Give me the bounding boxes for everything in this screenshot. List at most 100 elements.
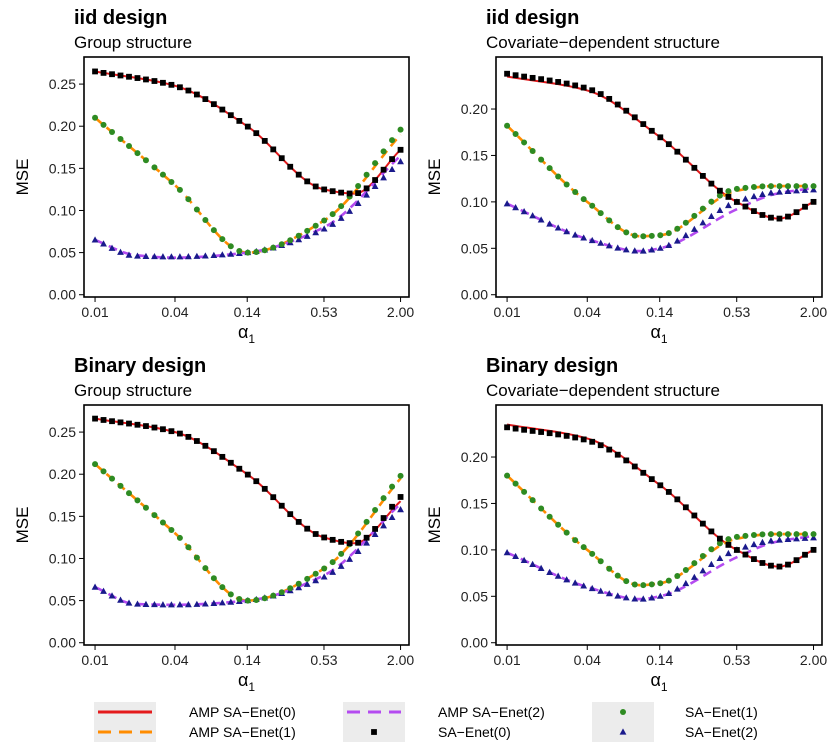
panel-2: iid design Covariate−dependent structure 0… — [425, 7, 827, 346]
x-tick-label: 0.53 — [310, 304, 337, 320]
y-tick-label: 0.15 — [461, 147, 488, 163]
point-sa-enet-2 — [117, 248, 124, 255]
point-sa-enet-0 — [134, 75, 141, 81]
point-sa-enet-2 — [665, 589, 673, 596]
point-sa-enet-0 — [253, 130, 260, 137]
point-sa-enet-1 — [227, 243, 234, 250]
line-amp-sa-enet-0 — [94, 70, 402, 195]
point-sa-enet-2 — [354, 547, 362, 555]
point-sa-enet-0 — [538, 429, 545, 435]
x-tick-label: 0.04 — [161, 304, 188, 320]
point-sa-enet-0 — [810, 546, 817, 553]
point-sa-enet-0 — [580, 436, 587, 443]
point-sa-enet-1 — [210, 575, 217, 582]
legend-label: SA−Enet(2) — [685, 724, 758, 740]
point-sa-enet-1 — [657, 580, 664, 587]
x-tick-label: 0.04 — [574, 652, 601, 668]
point-sa-enet-0 — [312, 531, 319, 537]
point-sa-enet-1 — [580, 544, 587, 551]
point-sa-enet-0 — [597, 442, 604, 449]
point-sa-enet-0 — [92, 415, 98, 422]
point-sa-enet-0 — [614, 101, 621, 108]
point-sa-enet-1 — [304, 227, 311, 234]
point-sa-enet-2 — [168, 253, 175, 260]
point-sa-enet-1 — [750, 184, 757, 191]
x-tick-label: 0.01 — [81, 304, 108, 320]
point-sa-enet-2 — [371, 530, 379, 538]
point-sa-enet-1 — [742, 532, 749, 539]
point-sa-enet-0 — [177, 84, 183, 91]
point-sa-enet-0 — [219, 106, 226, 113]
point-sa-enet-2 — [346, 207, 354, 214]
point-sa-enet-0 — [546, 77, 553, 84]
point-sa-enet-0 — [546, 430, 553, 437]
point-sa-enet-2 — [176, 253, 184, 260]
point-sa-enet-0 — [363, 185, 370, 192]
y-axis-label: MSE — [13, 507, 32, 544]
point-sa-enet-2 — [639, 595, 647, 602]
point-sa-enet-1 — [708, 546, 715, 553]
point-sa-enet-0 — [776, 215, 783, 222]
point-sa-enet-0 — [742, 551, 749, 558]
point-sa-enet-1 — [699, 205, 706, 212]
point-sa-enet-1 — [725, 188, 732, 195]
point-sa-enet-0 — [725, 541, 732, 548]
point-sa-enet-1 — [397, 126, 404, 133]
point-sa-enet-2 — [665, 241, 673, 248]
point-sa-enet-0 — [143, 423, 149, 429]
plot-frame — [495, 404, 823, 646]
point-sa-enet-1 — [691, 560, 698, 567]
point-sa-enet-0 — [100, 69, 107, 76]
point-sa-enet-2 — [716, 206, 724, 214]
point-sa-enet-2 — [218, 251, 226, 258]
point-sa-enet-1 — [759, 531, 766, 538]
point-sa-enet-0 — [751, 208, 757, 214]
point-sa-enet-2 — [312, 229, 320, 236]
point-sa-enet-0 — [734, 199, 740, 205]
point-sa-enet-2 — [108, 592, 116, 599]
point-sa-enet-1 — [261, 595, 268, 602]
point-sa-enet-1 — [338, 550, 345, 557]
point-sa-enet-0 — [665, 489, 672, 495]
series-sa-enet-2 — [503, 186, 817, 254]
point-sa-enet-0 — [785, 561, 791, 568]
point-sa-enet-1 — [236, 596, 243, 603]
point-sa-enet-2 — [210, 251, 218, 259]
point-sa-enet-2 — [639, 247, 647, 254]
point-sa-enet-1 — [767, 183, 774, 190]
point-sa-enet-2 — [725, 549, 732, 557]
point-sa-enet-0 — [521, 73, 528, 80]
point-sa-enet-1 — [185, 544, 192, 551]
panel-title: Binary design — [486, 355, 618, 377]
x-tick-label: 0.04 — [574, 304, 601, 320]
point-sa-enet-1 — [631, 232, 638, 239]
point-sa-enet-0 — [236, 465, 243, 472]
x-tick-label: 2.00 — [387, 304, 414, 320]
point-sa-enet-0 — [338, 538, 345, 545]
point-sa-enet-2 — [750, 192, 758, 200]
point-sa-enet-2 — [588, 584, 596, 592]
point-sa-enet-1 — [810, 531, 817, 538]
point-sa-enet-1 — [555, 521, 562, 528]
point-sa-enet-0 — [278, 155, 285, 162]
point-sa-enet-1 — [202, 216, 209, 223]
point-sa-enet-1 — [665, 577, 672, 584]
point-sa-enet-2 — [218, 599, 226, 606]
point-sa-enet-0 — [529, 74, 536, 81]
plot-frame — [495, 56, 823, 298]
point-sa-enet-2 — [784, 535, 792, 542]
point-sa-enet-0 — [227, 112, 234, 119]
point-sa-enet-1 — [512, 480, 519, 487]
x-axis-label-subscript: 1 — [248, 332, 255, 346]
point-sa-enet-0 — [555, 79, 562, 85]
point-sa-enet-0 — [606, 95, 613, 102]
point-sa-enet-1 — [312, 222, 319, 229]
point-sa-enet-2 — [520, 556, 528, 563]
point-sa-enet-1 — [648, 581, 655, 588]
y-tick-label: 0.20 — [461, 101, 488, 117]
point-sa-enet-0 — [304, 525, 311, 532]
panel-subtitle: Group structure — [74, 33, 192, 52]
point-sa-enet-1 — [529, 497, 536, 504]
point-sa-enet-1 — [270, 592, 277, 599]
point-sa-enet-0 — [338, 189, 345, 196]
